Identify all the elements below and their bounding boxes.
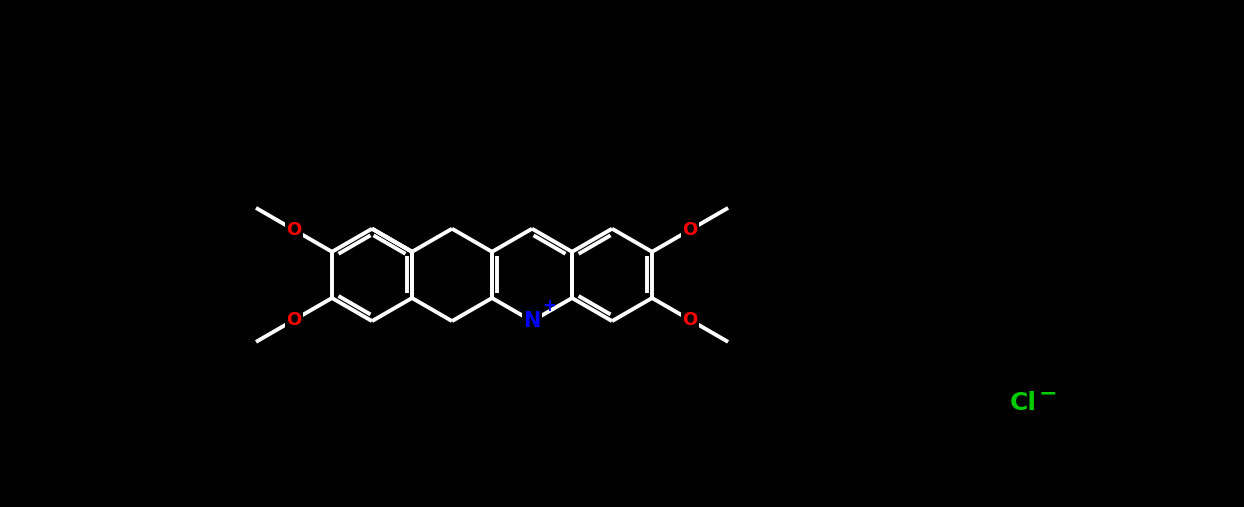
Text: +: +: [542, 297, 556, 315]
Text: −: −: [1039, 383, 1057, 404]
Text: N: N: [524, 311, 541, 331]
Text: O: O: [683, 221, 698, 239]
Text: O: O: [286, 221, 301, 239]
Text: O: O: [286, 311, 301, 329]
Text: Cl: Cl: [1009, 391, 1036, 416]
Text: O: O: [683, 311, 698, 329]
